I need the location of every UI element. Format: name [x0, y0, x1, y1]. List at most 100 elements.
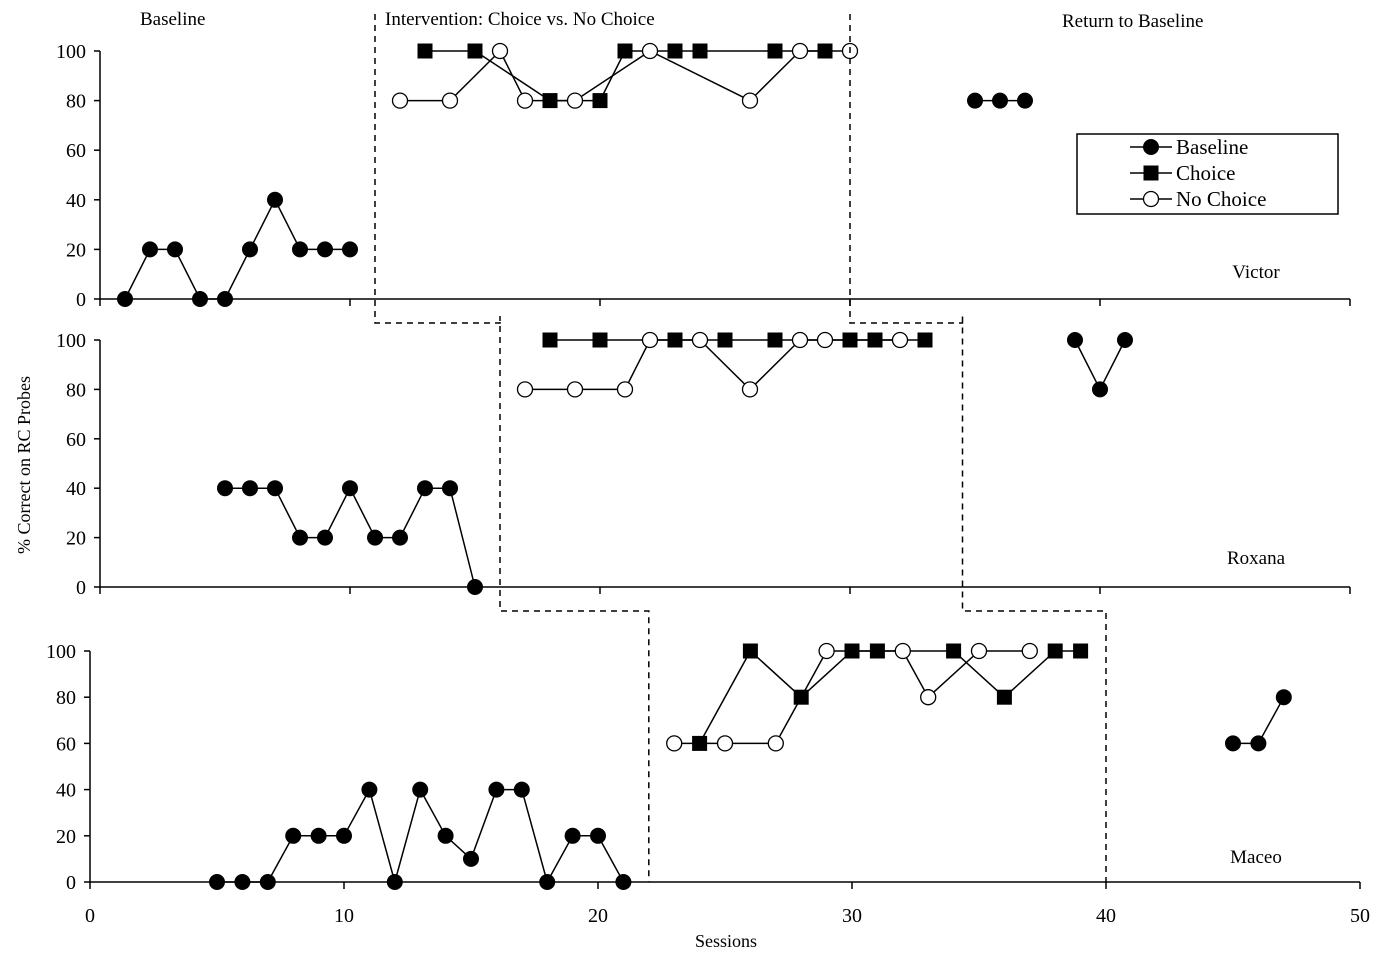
participant-name: Roxana — [1227, 548, 1286, 569]
point-baseline — [209, 874, 225, 890]
point-baseline — [217, 480, 233, 497]
point-choice — [869, 643, 885, 659]
legend-marker-filled-circle — [1143, 139, 1159, 155]
y-tick-label: 80 — [56, 687, 76, 709]
point-choice — [542, 93, 558, 109]
point-choice — [867, 332, 883, 348]
point-baseline — [267, 480, 283, 497]
series-line-choice — [698, 649, 1081, 744]
point-choice — [1073, 643, 1089, 659]
point-return — [992, 92, 1008, 109]
y-tick-label: 80 — [66, 379, 86, 401]
point-return — [967, 92, 983, 109]
legend-label: No Choice — [1176, 187, 1266, 211]
point-baseline — [242, 480, 258, 497]
point-choice — [417, 43, 433, 59]
point-no-choice — [791, 331, 809, 349]
point-baseline — [342, 241, 358, 258]
x-tick-label: 50 — [1350, 905, 1370, 927]
point-baseline — [292, 529, 308, 546]
panel-victor: 0 20 40 60 80 100 Victor — [56, 41, 1351, 311]
point-baseline — [336, 827, 352, 844]
point-baseline — [539, 874, 556, 890]
y-tick-label: 60 — [56, 733, 76, 755]
point-choice — [467, 43, 483, 59]
point-baseline — [590, 827, 606, 844]
point-no-choice — [894, 642, 911, 660]
x-tick-label: 0 — [85, 905, 95, 927]
y-tick-label: 100 — [56, 41, 86, 63]
phase-labels: Baseline Intervention: Choice vs. No Cho… — [140, 9, 1203, 32]
point-no-choice — [970, 642, 988, 660]
legend-marker-filled-square — [1143, 165, 1159, 181]
y-tick-label: 40 — [66, 478, 86, 500]
point-choice — [667, 43, 683, 59]
point-choice — [767, 43, 783, 59]
point-return — [1275, 689, 1292, 706]
point-no-choice — [1021, 642, 1038, 660]
point-baseline — [367, 529, 383, 546]
phase-change-line-1 — [374, 14, 650, 882]
point-no-choice — [716, 735, 734, 752]
point-baseline — [463, 850, 479, 867]
point-baseline — [317, 241, 333, 258]
point-choice — [1047, 643, 1063, 659]
panel-roxana: 0 20 40 60 80 100 Roxana — [56, 330, 1351, 599]
participant-name: Victor — [1232, 262, 1280, 283]
phase-label-baseline: Baseline — [140, 9, 205, 30]
point-baseline — [386, 874, 403, 890]
point-choice — [793, 689, 809, 705]
phase-label-intervention: Intervention: Choice vs. No Choice — [385, 9, 655, 30]
point-no-choice — [791, 42, 809, 60]
point-choice — [996, 689, 1012, 705]
point-return — [1117, 332, 1133, 348]
point-return — [1067, 332, 1083, 348]
point-choice — [917, 332, 933, 348]
point-choice — [717, 332, 733, 348]
point-no-choice — [566, 381, 584, 398]
point-choice — [592, 332, 608, 348]
y-tick-label: 60 — [66, 429, 86, 451]
point-choice — [742, 643, 758, 659]
point-no-choice — [391, 92, 409, 109]
phase-change-line-2 — [849, 14, 1107, 882]
point-baseline — [467, 579, 483, 595]
y-tick-label: 0 — [76, 577, 86, 599]
point-choice — [667, 332, 683, 348]
phase-change-lines — [374, 14, 1107, 882]
point-baseline — [361, 781, 378, 798]
point-no-choice — [441, 92, 459, 109]
point-no-choice — [691, 331, 709, 349]
y-tick-label: 60 — [66, 140, 86, 162]
point-baseline — [242, 241, 258, 258]
x-tick-label: 30 — [842, 905, 862, 927]
point-no-choice — [816, 331, 834, 349]
participant-name: Maceo — [1230, 847, 1282, 868]
point-baseline — [310, 827, 327, 844]
point-baseline — [342, 480, 358, 497]
point-no-choice — [641, 42, 659, 60]
point-return — [1225, 735, 1241, 752]
point-no-choice — [741, 92, 759, 109]
y-tick-label: 100 — [56, 330, 86, 352]
legend-label: Choice — [1176, 161, 1235, 185]
point-baseline — [234, 874, 251, 890]
point-baseline — [292, 241, 308, 258]
legend-label: Baseline — [1176, 135, 1248, 159]
point-baseline — [488, 781, 505, 798]
point-return — [1092, 381, 1108, 398]
y-tick-label: 20 — [66, 239, 86, 261]
point-no-choice — [641, 331, 659, 349]
point-baseline — [142, 241, 158, 258]
x-axis-title: Sessions — [695, 931, 757, 951]
point-choice — [767, 332, 783, 348]
point-no-choice — [566, 92, 584, 109]
panel-maceo: 0 20 40 60 80 100 0 10 20 30 40 50 Maceo — [46, 641, 1370, 927]
point-no-choice — [616, 381, 634, 398]
point-return — [1017, 92, 1033, 109]
point-baseline — [167, 241, 183, 258]
panels: 020406080100Victor020406080100Roxana0204… — [46, 41, 1370, 927]
y-tick-label: 20 — [66, 528, 86, 550]
